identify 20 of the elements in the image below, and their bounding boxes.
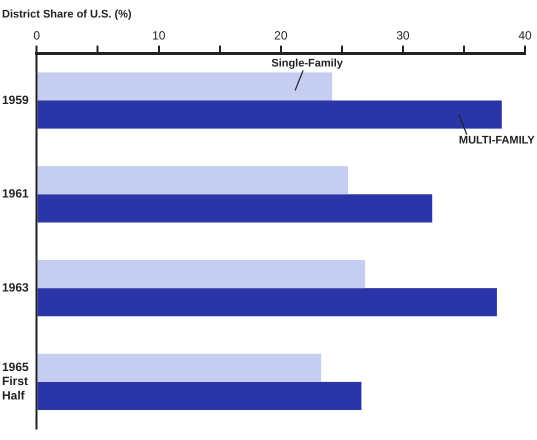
bar	[38, 72, 332, 100]
bar	[38, 382, 362, 410]
series-label: MULTI-FAMILY	[458, 134, 536, 147]
bar	[38, 260, 366, 288]
x-tick-label: 0	[33, 28, 40, 43]
x-tick-label: 30	[396, 28, 410, 43]
series-label: Single-Family	[271, 57, 344, 70]
y-tick-label: 1963	[2, 280, 30, 294]
bar	[38, 194, 432, 222]
bar	[38, 100, 502, 129]
bar	[38, 354, 322, 382]
y-tick-label: 1965 First Half	[2, 360, 30, 403]
y-tick-label: 1961	[2, 186, 30, 201]
bar	[38, 288, 497, 316]
chart-title: District Share of U.S. (%)	[2, 8, 132, 21]
x-tick-label: 10	[152, 28, 166, 43]
x-tick-label: 20	[274, 28, 288, 43]
y-tick-label: 1959	[2, 92, 30, 107]
bar	[38, 166, 348, 194]
x-tick-label: 40	[518, 28, 532, 43]
